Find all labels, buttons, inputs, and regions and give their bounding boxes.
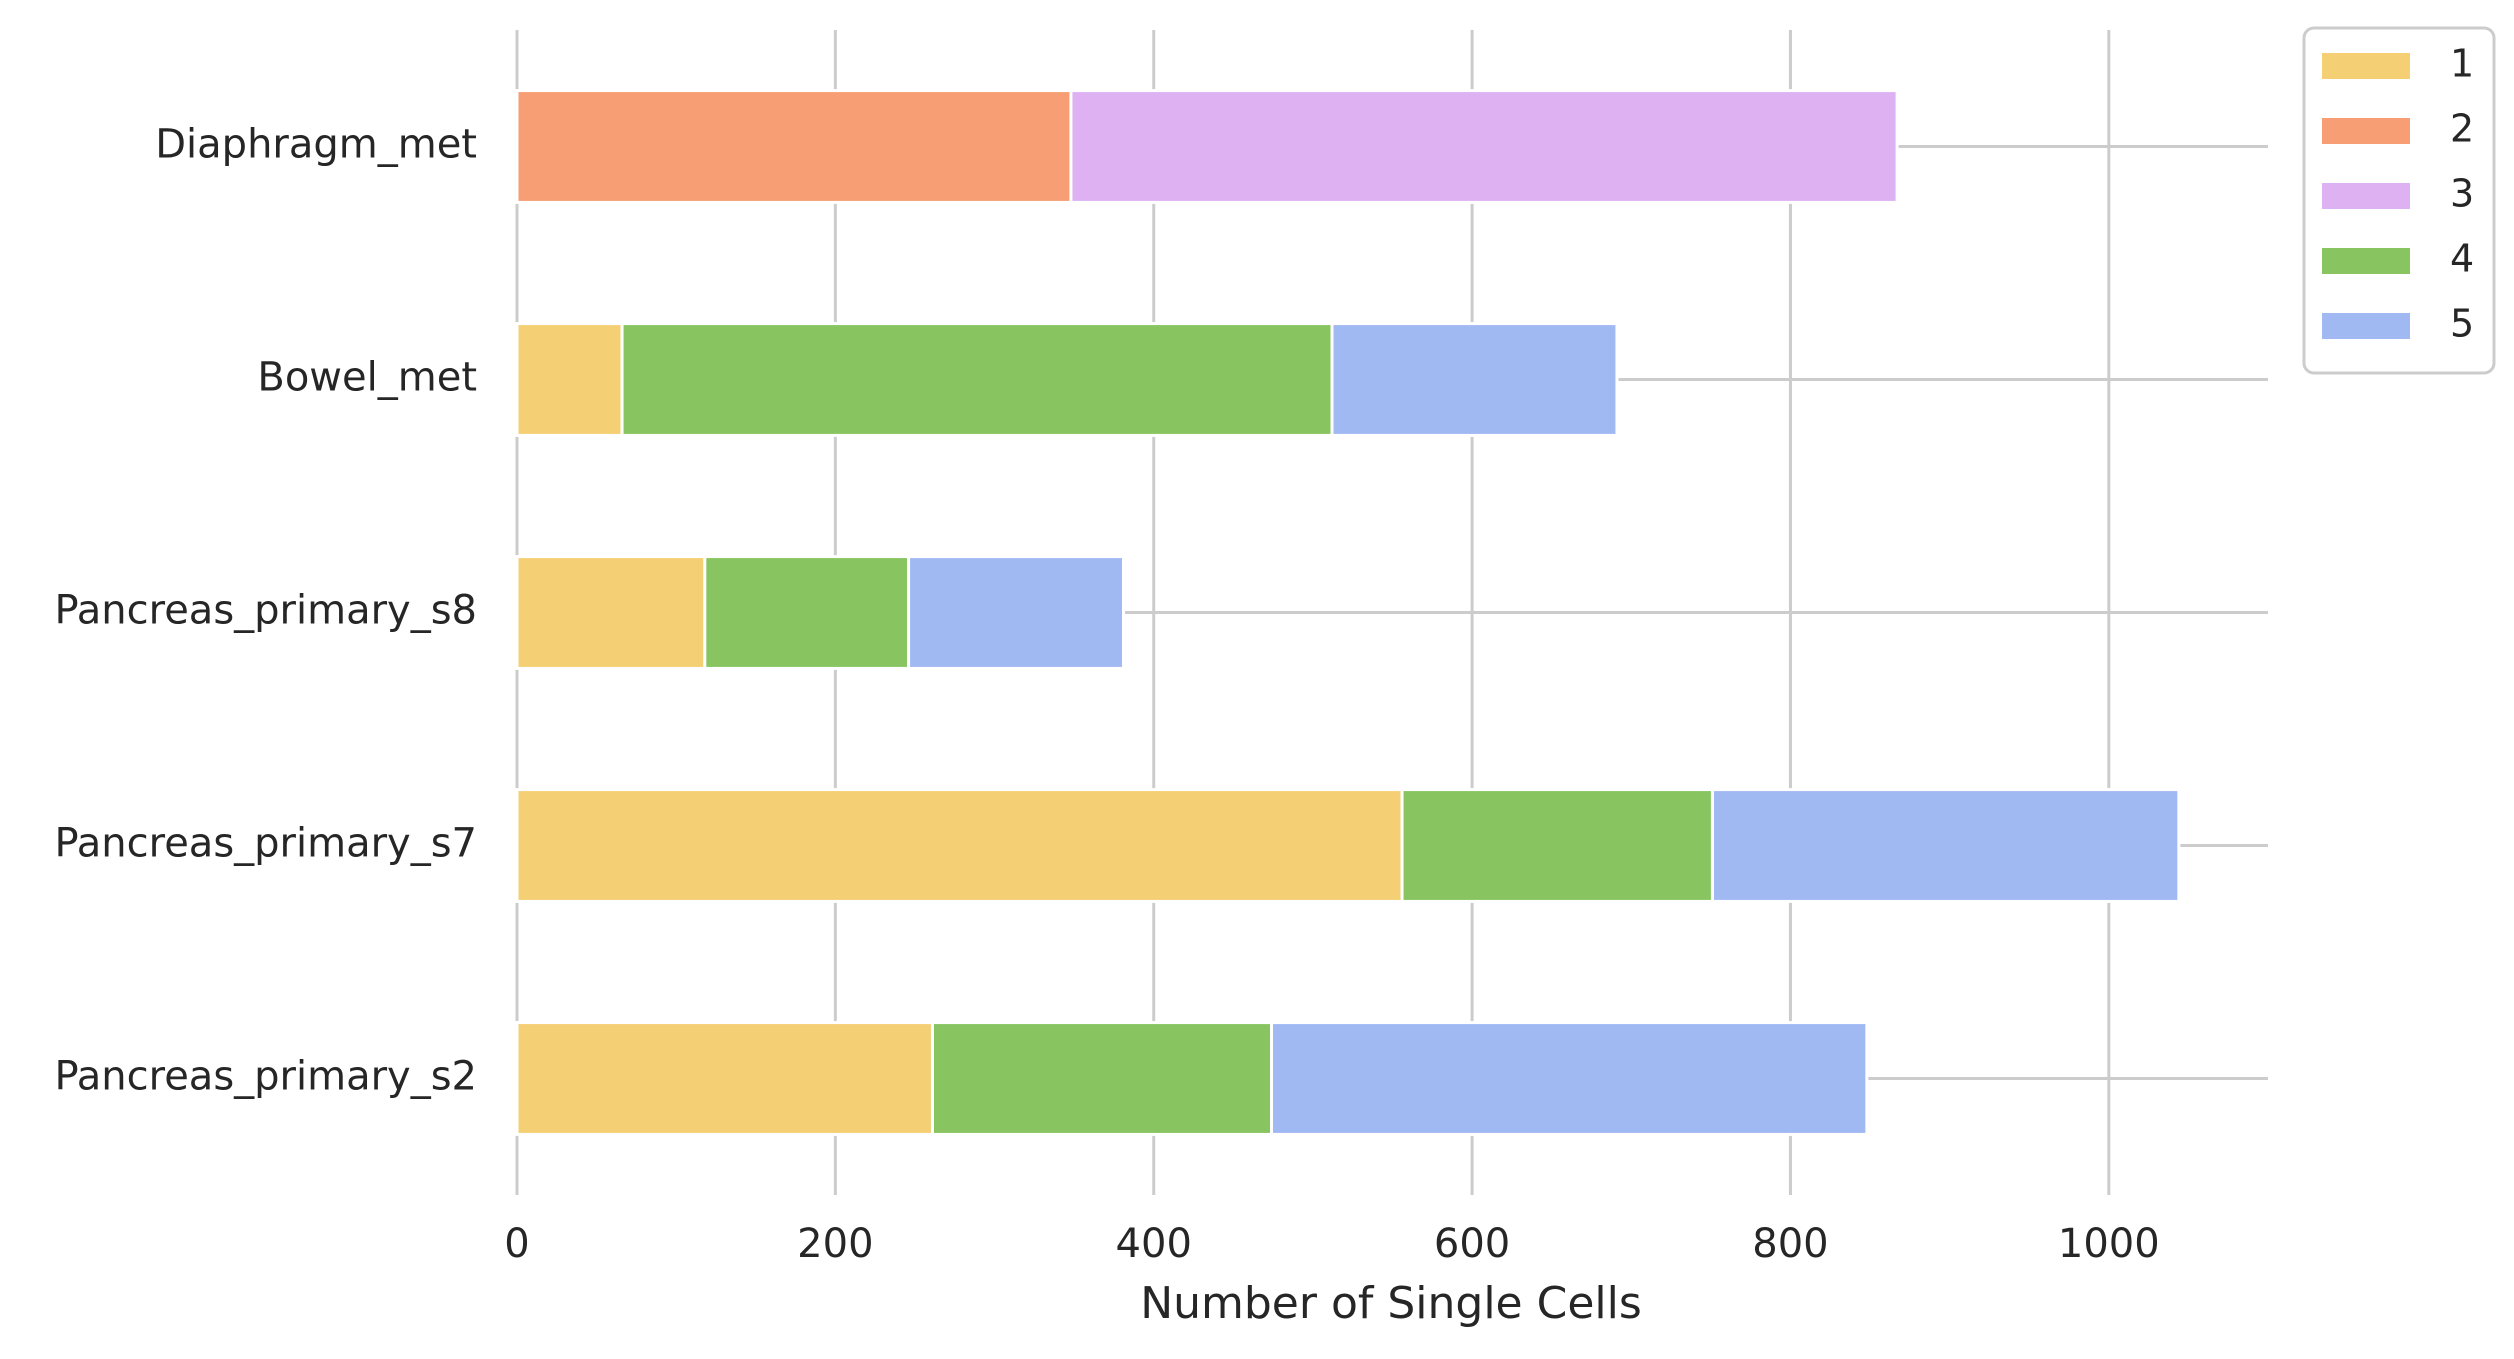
bar-Pancreas_primary_s7-series-1 <box>515 788 1404 903</box>
legend-swatch-1 <box>2322 53 2410 79</box>
bar-Pancreas_primary_s2-series-4 <box>930 1021 1274 1136</box>
bar-Pancreas_primary_s8-series-4 <box>703 555 911 670</box>
legend-swatch-2 <box>2322 118 2410 144</box>
y-tick-label-1: Bowel_met <box>257 355 477 401</box>
y-tick-labels: Diaphragm_met Bowel_met Pancreas_primary_s… <box>54 122 477 1100</box>
legend-label-3: 3 <box>2450 172 2474 216</box>
legend-label-1: 1 <box>2450 42 2474 86</box>
y-tick-label-2: Pancreas_primary_s8 <box>54 588 477 634</box>
bar-Pancreas_primary_s8-series-1 <box>515 555 707 670</box>
legend-swatch-5 <box>2322 313 2410 339</box>
y-tick-label-3: Pancreas_primary_s7 <box>54 821 477 867</box>
x-tick-label-2: 400 <box>1116 1221 1192 1267</box>
bar-Diaphragm_met-series-2 <box>515 89 1073 204</box>
legend-swatch-4 <box>2322 248 2410 274</box>
bar-Bowel_met-series-1 <box>515 322 624 437</box>
bar-Pancreas_primary_s2-series-1 <box>515 1021 934 1136</box>
x-tick-label-1: 200 <box>797 1221 873 1267</box>
x-tick-label-4: 800 <box>1752 1221 1828 1267</box>
x-tick-label-3: 600 <box>1434 1221 1510 1267</box>
legend: 1 2 3 4 5 <box>2302 26 2496 375</box>
bar-Bowel_met-series-5 <box>1330 322 1619 437</box>
bar-Pancreas_primary_s8-series-5 <box>907 555 1125 670</box>
x-axis-title: Number of Single Cells <box>1140 1278 1642 1329</box>
x-tick-label-5: 1000 <box>2058 1221 2160 1267</box>
bar-Pancreas_primary_s7-series-5 <box>1710 788 2181 903</box>
x-tick-label-0: 0 <box>504 1221 529 1267</box>
bars <box>515 89 2181 1136</box>
bar-Pancreas_primary_s7-series-4 <box>1400 788 1714 903</box>
y-tick-label-0: Diaphragm_met <box>155 122 477 168</box>
y-tick-label-4: Pancreas_primary_s2 <box>54 1054 477 1100</box>
legend-swatch-3 <box>2322 183 2410 209</box>
x-tick-labels: 0 200 400 600 800 1000 <box>504 1221 2159 1267</box>
legend-label-5: 5 <box>2450 302 2474 346</box>
bar-Diaphragm_met-series-3 <box>1069 89 1899 204</box>
bar-Pancreas_primary_s2-series-5 <box>1270 1021 1869 1136</box>
legend-label-4: 4 <box>2450 237 2474 281</box>
legend-label-2: 2 <box>2450 107 2474 151</box>
bar-Bowel_met-series-4 <box>620 322 1334 437</box>
